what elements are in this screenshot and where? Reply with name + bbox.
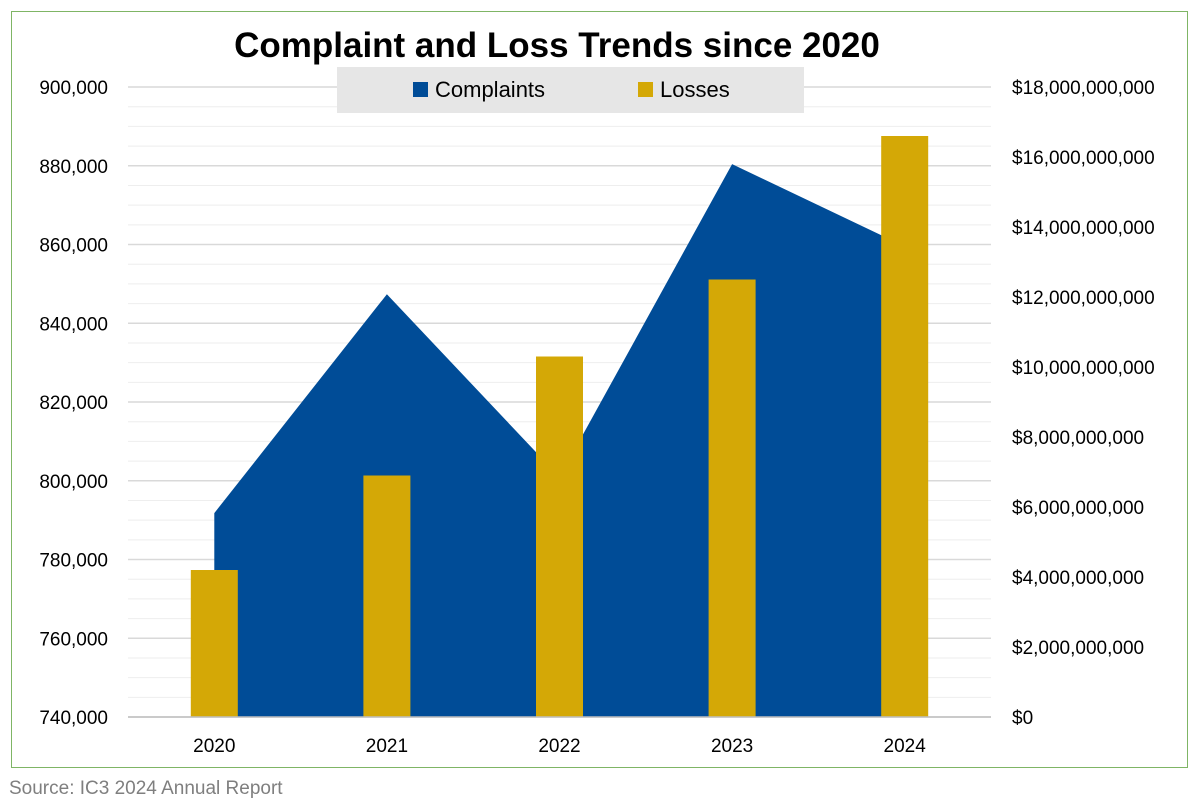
y-right-tick-label: $8,000,000,000	[1012, 428, 1144, 449]
y-left-tick-label: 880,000	[39, 157, 108, 178]
y-left-tick-label: 860,000	[39, 236, 108, 257]
y-right-tick-label: $18,000,000,000	[1012, 78, 1155, 99]
y-left-tick-label: 780,000	[39, 551, 108, 572]
legend-swatch-losses	[638, 82, 653, 97]
y-left-tick-label: 800,000	[39, 472, 108, 493]
y-right-tick-label: $6,000,000,000	[1012, 498, 1144, 519]
x-tick-label: 2023	[711, 736, 753, 757]
y-right-tick-label: $10,000,000,000	[1012, 358, 1155, 379]
losses-bar-2020	[190, 570, 238, 717]
y-left-tick-label: 900,000	[39, 78, 108, 99]
losses-bar-2021	[363, 475, 411, 717]
y-left-tick-label: 840,000	[39, 314, 108, 335]
losses-bar-2022	[536, 356, 583, 717]
y-right-tick-label: $4,000,000,000	[1012, 568, 1144, 589]
x-tick-label: 2021	[366, 736, 408, 757]
losses-bar-2024	[881, 136, 929, 717]
y-right-tick-label: $16,000,000,000	[1012, 148, 1155, 169]
y-right-tick-label: $12,000,000,000	[1012, 288, 1155, 309]
y-left-tick-label: 740,000	[39, 708, 108, 729]
y-right-tick-label: $0	[1012, 708, 1033, 729]
legend-label-complaints: Complaints	[435, 77, 545, 102]
legend-swatch-complaints	[413, 82, 428, 97]
x-tick-label: 2020	[193, 736, 235, 757]
legend-label-losses: Losses	[660, 77, 730, 102]
losses-bar-2023	[708, 279, 756, 717]
y-left-tick-label: 760,000	[39, 629, 108, 650]
y-left-tick-label: 820,000	[39, 393, 108, 414]
x-tick-label: 2024	[884, 736, 927, 757]
source-note: Source: IC3 2024 Annual Report	[9, 778, 283, 799]
y-right-tick-label: $2,000,000,000	[1012, 638, 1144, 659]
x-tick-label: 2022	[538, 736, 580, 757]
chart-svg: 740,000 760,000 780,000 800,000 820,000 840,0…	[39, 26, 1155, 757]
legend-box	[337, 67, 804, 113]
chart-title: Complaint and Loss Trends since 2020	[234, 26, 880, 65]
y-right-tick-label: $14,000,000,000	[1012, 218, 1155, 239]
